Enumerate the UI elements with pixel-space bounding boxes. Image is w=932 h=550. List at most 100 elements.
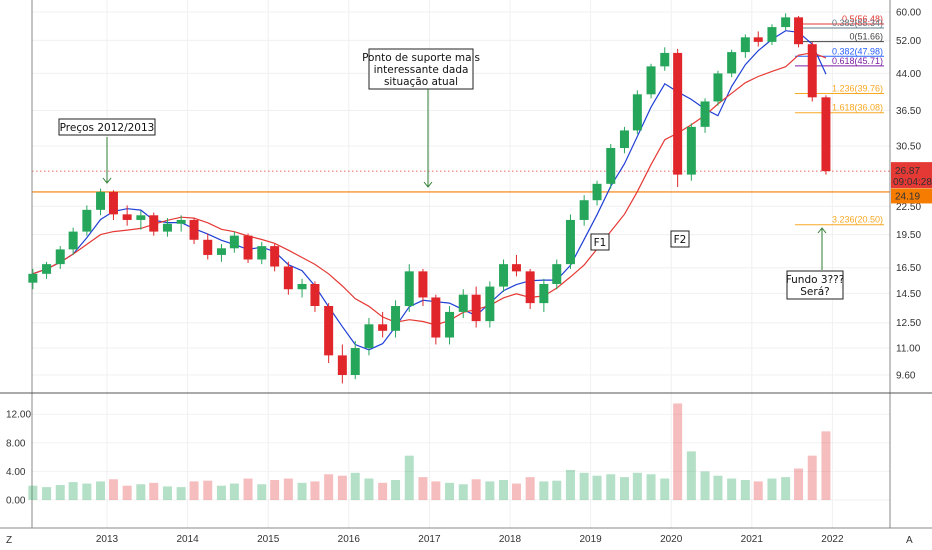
volume-bar [378, 482, 388, 500]
fib-level-label: 1.618(36.08) [832, 103, 883, 113]
price-tick-label: 9.60 [896, 371, 916, 382]
price-tick-label: 11.00 [896, 344, 921, 355]
volume-bar [283, 478, 293, 500]
annotation-fundo3-arrow-head [817, 227, 827, 234]
volume-bar [632, 472, 642, 500]
price-tick-label: 14.50 [896, 289, 921, 300]
last-price-badge: 26.87 [895, 166, 920, 177]
candle-body [42, 264, 52, 274]
annotation-f1-box [590, 233, 610, 251]
candle-body [552, 264, 562, 284]
price-tick-label: 16.50 [896, 263, 921, 274]
candle-body [525, 271, 535, 304]
fib-level-label: 1.236(39.76) [832, 84, 883, 94]
candle-body [337, 355, 347, 375]
volume-bar [310, 481, 320, 500]
candle-body [310, 283, 320, 307]
volume-bar [579, 472, 589, 500]
fib-level-label: 0.382(55.34) [832, 18, 883, 28]
candle-body [203, 239, 213, 255]
annotation-fundo3-box [786, 270, 844, 300]
fibonacci-levels: 0.5(56.48)0.382(55.34) 0(51.66) 0.382(47.9… [795, 14, 884, 226]
candle-body [324, 306, 334, 356]
candle-body [458, 294, 468, 312]
candle-body [686, 126, 696, 175]
candles [28, 13, 831, 384]
candle-body [189, 219, 199, 240]
candle-body [485, 286, 495, 322]
candle-body [257, 246, 267, 260]
volume-bar [203, 480, 213, 500]
axis-corner-right[interactable]: A [906, 535, 913, 546]
candle-body [565, 219, 575, 265]
axis-corner-left[interactable]: Z [6, 535, 12, 546]
candle-body [270, 246, 280, 267]
year-tick-label: 2017 [418, 534, 441, 545]
year-tick-label: 2014 [176, 534, 199, 545]
price-tick-label: 30.50 [896, 142, 921, 153]
moving-averages [32, 30, 827, 351]
volume-bar [243, 478, 253, 500]
volume-bar [189, 481, 199, 500]
volume-bar [606, 474, 616, 500]
annotation-f1-text: F1 [594, 237, 607, 249]
volume-bar [216, 485, 226, 500]
fib-level-label: 0.618(45.71) [832, 56, 883, 66]
candle-body [539, 283, 549, 304]
volume-bar [418, 477, 428, 500]
price-tick-label: 12.50 [896, 318, 921, 329]
volume-bar [660, 478, 670, 500]
annotation-f2-text: F2 [674, 234, 687, 246]
year-tick-label: 2018 [499, 534, 522, 545]
candle-body [673, 52, 683, 175]
candle-body [511, 264, 521, 272]
candle-body [82, 209, 92, 232]
axis-ticks: 60.00 52.00 44.00 36.50 30.50 22.50 19.50 16.50… [6, 8, 932, 545]
candle-body [122, 214, 132, 220]
volume-bar [767, 478, 777, 500]
annotations: Preços 2012/2013 Ponto de suporte maisint… [58, 48, 844, 300]
support-price-badge-bg [891, 188, 932, 204]
candle-body [727, 52, 737, 74]
volume-bar [297, 482, 307, 500]
candle-body [55, 249, 65, 265]
volume-bar [96, 481, 106, 500]
candle-body [579, 200, 589, 220]
candle-body [713, 73, 723, 102]
candle-body [96, 191, 106, 210]
candle-body [404, 271, 414, 307]
candle-body [646, 66, 656, 95]
fib-level-label: 0(51.66) [849, 32, 883, 42]
fib-level-label: 0.5(56.48) [842, 14, 883, 24]
year-tick-label: 2016 [338, 534, 361, 545]
volume-bar [257, 484, 267, 500]
annotation-f2-box [670, 230, 690, 248]
candle-body [350, 348, 360, 375]
volume-bar [753, 481, 763, 500]
candle-body [753, 37, 763, 42]
candle-body [378, 324, 388, 331]
candle-body [794, 17, 804, 45]
volume-bar [525, 477, 535, 500]
candle-body [431, 297, 441, 338]
volume-tick-label: 0.00 [6, 496, 26, 507]
candle-body [700, 101, 710, 127]
volume-bar [337, 475, 347, 500]
candle-body [821, 97, 831, 172]
volume-bar [149, 482, 159, 500]
candle-body [283, 266, 293, 290]
volume-bar [82, 483, 92, 500]
volume-bar [324, 474, 334, 500]
volume-bar [229, 483, 239, 500]
volume-bar [552, 480, 562, 500]
volume-bar [727, 478, 737, 500]
candle-body [445, 311, 455, 338]
volume-bar [781, 477, 791, 500]
volume-tick-label: 8.00 [6, 438, 26, 449]
candle-body [216, 248, 226, 255]
candle-body [364, 324, 374, 349]
volume-bar [499, 479, 509, 500]
candle-body [391, 306, 401, 331]
annotation-precos-arrow-head [102, 177, 112, 184]
